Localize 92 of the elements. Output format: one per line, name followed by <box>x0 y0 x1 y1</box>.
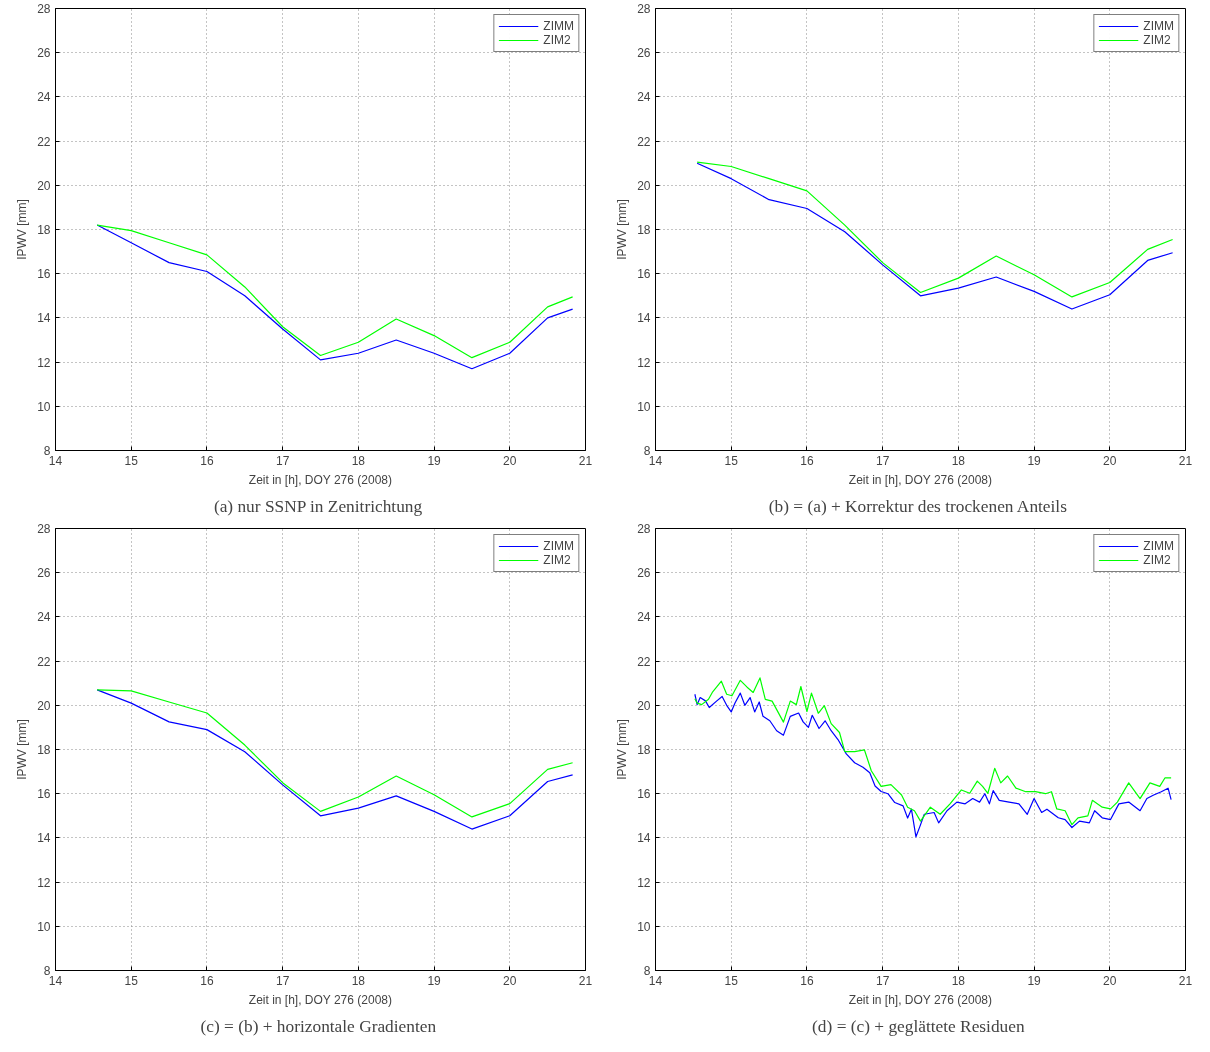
y-tick-label: 18 <box>637 223 651 237</box>
x-tick-label: 18 <box>351 973 366 988</box>
y-tick-label: 10 <box>637 399 651 414</box>
x-tick-label: 16 <box>800 973 814 988</box>
text: (b) = (a) + Korrektur des trockenen Anteils <box>768 496 1068 516</box>
y-tick-label: 14 <box>37 311 51 326</box>
x-axis-title: Zeit in [h], DOY 276 (2008) <box>848 992 992 1007</box>
y-tick-label: 12 <box>637 355 651 370</box>
y-tick-label: 24 <box>637 610 651 625</box>
y-tick-label: 16 <box>637 267 651 282</box>
y-tick-label: 14 <box>37 831 51 846</box>
x-tick-label: 21 <box>578 453 593 468</box>
legend-label: ZIMM <box>543 19 574 33</box>
y-tick-label: 8 <box>643 444 651 458</box>
x-tick-label: 16 <box>200 453 214 468</box>
legend-label: ZIM2 <box>543 33 571 47</box>
y-tick-label: 18 <box>37 223 51 237</box>
y-tick-label: 24 <box>637 90 651 105</box>
y-tick-label: 16 <box>37 787 51 802</box>
y-tick-label: 8 <box>643 964 651 978</box>
x-tick-label: 18 <box>351 453 366 468</box>
y-tick-label: 20 <box>637 698 651 713</box>
x-tick-label: 20 <box>503 453 517 468</box>
y-axis-title: IPWV [mm] <box>615 199 630 260</box>
y-tick-label: 14 <box>637 831 651 846</box>
x-tick-label: 19 <box>1027 453 1042 468</box>
y-tick-label: 10 <box>37 919 51 934</box>
y-axis-title: IPWV [mm] <box>615 719 630 780</box>
y-tick-label: 28 <box>637 522 651 536</box>
x-tick-label: 19 <box>1027 973 1042 988</box>
y-tick-label: 14 <box>637 311 651 326</box>
y-tick-label: 18 <box>637 743 651 757</box>
legend-label: ZIM2 <box>1143 33 1171 47</box>
text: (a) nur SSNP in Zenitrichtung <box>213 496 423 516</box>
y-tick-label: 26 <box>37 566 51 581</box>
y-tick-label: 20 <box>637 178 651 193</box>
x-tick-label: 20 <box>1103 453 1117 468</box>
x-tick-label: 21 <box>1178 453 1193 468</box>
y-tick-label: 22 <box>637 654 651 669</box>
y-tick-label: 8 <box>43 444 51 458</box>
x-tick-label: 16 <box>200 973 214 988</box>
y-tick-label: 18 <box>37 743 51 757</box>
x-tick-label: 15 <box>724 453 739 468</box>
x-tick-label: 16 <box>800 453 814 468</box>
y-tick-label: 20 <box>37 178 51 193</box>
y-tick-label: 22 <box>37 654 51 669</box>
y-tick-label: 28 <box>637 2 651 16</box>
text: (d) = (c) + geglättete Residuen <box>812 1016 1025 1036</box>
y-tick-label: 28 <box>37 2 51 16</box>
x-axis-title: Zeit in [h], DOY 276 (2008) <box>848 472 992 487</box>
x-tick-label: 20 <box>1103 973 1117 988</box>
x-tick-label: 20 <box>503 973 517 988</box>
y-tick-label: 12 <box>637 875 651 890</box>
legend-label: ZIM2 <box>1143 553 1171 567</box>
y-tick-label: 10 <box>37 399 51 414</box>
y-tick-label: 22 <box>637 134 651 149</box>
y-tick-label: 16 <box>37 267 51 282</box>
y-tick-label: 12 <box>37 875 51 890</box>
x-tick-label: 17 <box>875 453 890 468</box>
y-tick-label: 20 <box>37 698 51 713</box>
x-axis-title: Zeit in [h], DOY 276 (2008) <box>248 472 392 487</box>
y-tick-label: 16 <box>637 787 651 802</box>
x-tick-label: 21 <box>578 973 593 988</box>
y-tick-label: 10 <box>637 919 651 934</box>
x-tick-label: 17 <box>275 453 290 468</box>
text: (c) = (b) + horizontale Gradienten <box>200 1016 437 1036</box>
y-tick-label: 26 <box>37 46 51 61</box>
x-tick-label: 19 <box>427 453 442 468</box>
legend-label: ZIM2 <box>543 553 571 567</box>
x-tick-label: 15 <box>724 973 739 988</box>
legend-label: ZIMM <box>1143 539 1174 553</box>
x-tick-label: 17 <box>275 973 290 988</box>
y-axis-title: IPWV [mm] <box>15 199 30 260</box>
x-tick-label: 15 <box>124 973 139 988</box>
x-tick-label: 18 <box>951 973 966 988</box>
x-axis-title: Zeit in [h], DOY 276 (2008) <box>248 992 392 1007</box>
y-tick-label: 26 <box>637 46 651 61</box>
y-tick-label: 24 <box>37 610 51 625</box>
x-tick-label: 19 <box>427 973 442 988</box>
y-tick-label: 24 <box>37 90 51 105</box>
x-tick-label: 15 <box>124 453 139 468</box>
y-tick-label: 8 <box>43 964 51 978</box>
y-tick-label: 22 <box>37 134 51 149</box>
legend-label: ZIMM <box>1143 19 1174 33</box>
x-tick-label: 17 <box>875 973 890 988</box>
y-axis-title: IPWV [mm] <box>15 719 30 780</box>
x-tick-label: 18 <box>951 453 966 468</box>
y-tick-label: 28 <box>37 522 51 536</box>
y-tick-label: 26 <box>637 566 651 581</box>
legend-label: ZIMM <box>543 539 574 553</box>
y-tick-label: 12 <box>37 355 51 370</box>
x-tick-label: 21 <box>1178 973 1193 988</box>
